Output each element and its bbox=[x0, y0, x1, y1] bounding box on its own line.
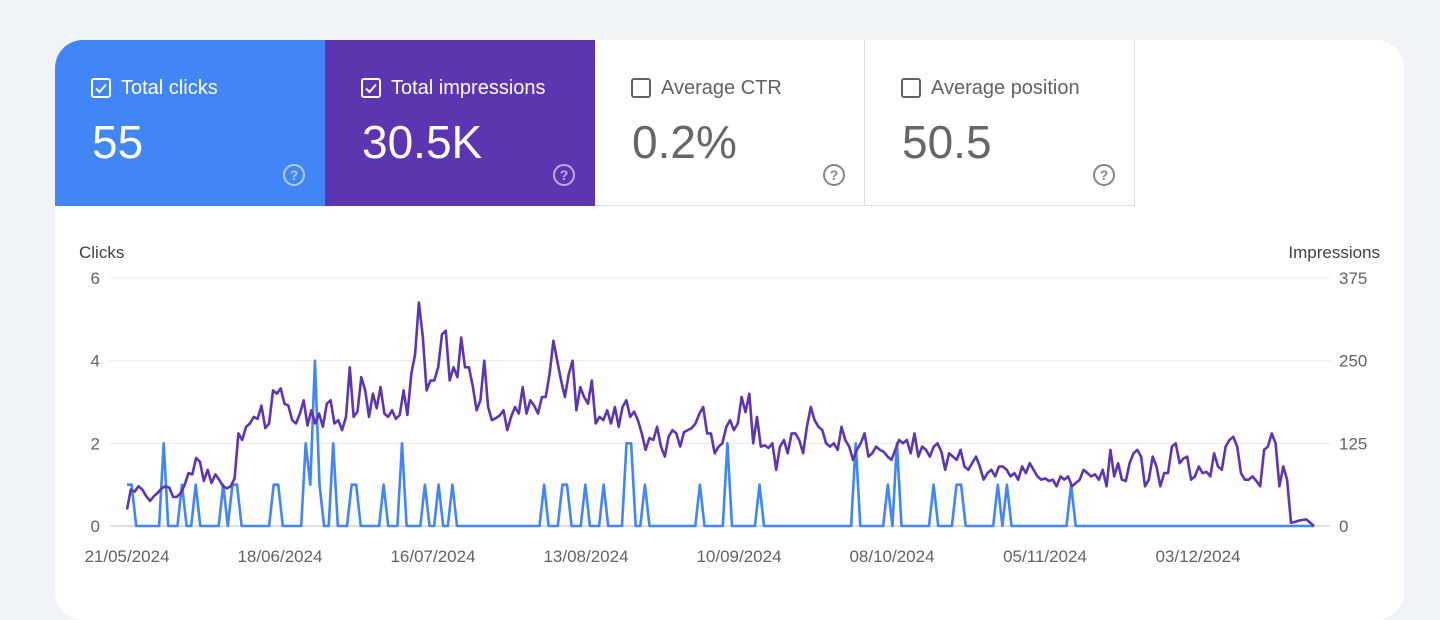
left-axis-tick-label: 2 bbox=[91, 434, 100, 453]
total-impressions-label: Total impressions bbox=[391, 77, 546, 99]
performance-card: Total clicks 55 ? Total impressions 30.5… bbox=[55, 40, 1404, 620]
average-ctr-value: 0.2% bbox=[632, 116, 737, 168]
checkbox-checked-icon[interactable] bbox=[91, 78, 111, 98]
help-circle-icon[interactable]: ? bbox=[282, 163, 306, 187]
help-circle-icon[interactable]: ? bbox=[822, 163, 846, 187]
right-axis-tick-label: 250 bbox=[1339, 352, 1367, 371]
left-axis-tick-label: 4 bbox=[91, 352, 100, 371]
x-axis-tick-label: 05/11/2024 bbox=[1003, 547, 1087, 566]
help-circle-icon[interactable]: ? bbox=[1092, 163, 1116, 187]
svg-text:?: ? bbox=[1100, 167, 1109, 183]
svg-text:?: ? bbox=[560, 167, 569, 183]
performance-chart: Clicks Impressions 0 0 2 125 4 250 6 375 21/05/2… bbox=[79, 243, 1380, 566]
total-clicks-label: Total clicks bbox=[121, 77, 218, 99]
left-axis-title: Clicks bbox=[79, 243, 124, 262]
svg-text:?: ? bbox=[830, 167, 839, 183]
left-axis-tick-label: 0 bbox=[91, 517, 100, 536]
average-position-value: 50.5 bbox=[902, 116, 992, 168]
x-axis-tick-label: 13/08/2024 bbox=[543, 547, 628, 566]
average-ctr-label: Average CTR bbox=[661, 77, 782, 99]
checkbox-empty-icon[interactable] bbox=[901, 78, 921, 98]
total-clicks-value: 55 bbox=[92, 116, 144, 168]
right-axis-title: Impressions bbox=[1288, 243, 1380, 262]
total-impressions-value: 30.5K bbox=[362, 116, 483, 168]
metric-tiles: Total clicks 55 ? Total impressions 30.5… bbox=[55, 40, 1135, 206]
total-impressions-tile[interactable]: Total impressions 30.5K ? bbox=[325, 40, 595, 206]
x-axis-tick-label: 16/07/2024 bbox=[390, 547, 475, 566]
x-axis-tick-label: 21/05/2024 bbox=[84, 547, 169, 566]
impressions-series-line bbox=[125, 301, 1315, 527]
x-axis-tick-label: 03/12/2024 bbox=[1155, 547, 1240, 566]
right-axis-tick-label: 0 bbox=[1339, 517, 1348, 536]
checkbox-checked-icon[interactable] bbox=[361, 78, 381, 98]
svg-text:?: ? bbox=[290, 167, 299, 183]
right-axis-tick-label: 375 bbox=[1339, 269, 1367, 288]
checkbox-empty-icon[interactable] bbox=[631, 78, 651, 98]
help-circle-icon[interactable]: ? bbox=[552, 163, 576, 187]
average-ctr-tile[interactable]: Average CTR 0.2% ? bbox=[595, 40, 865, 206]
average-position-label: Average position bbox=[931, 77, 1080, 99]
average-position-tile[interactable]: Average position 50.5 ? bbox=[865, 40, 1135, 206]
x-axis-tick-label: 08/10/2024 bbox=[849, 547, 934, 566]
right-axis-tick-label: 125 bbox=[1339, 434, 1367, 453]
left-axis-tick-label: 6 bbox=[91, 269, 100, 288]
total-clicks-tile[interactable]: Total clicks 55 ? bbox=[55, 40, 325, 206]
x-axis-tick-label: 18/06/2024 bbox=[237, 547, 322, 566]
clicks-series-line bbox=[127, 359, 1314, 528]
x-axis-tick-label: 10/09/2024 bbox=[696, 547, 781, 566]
